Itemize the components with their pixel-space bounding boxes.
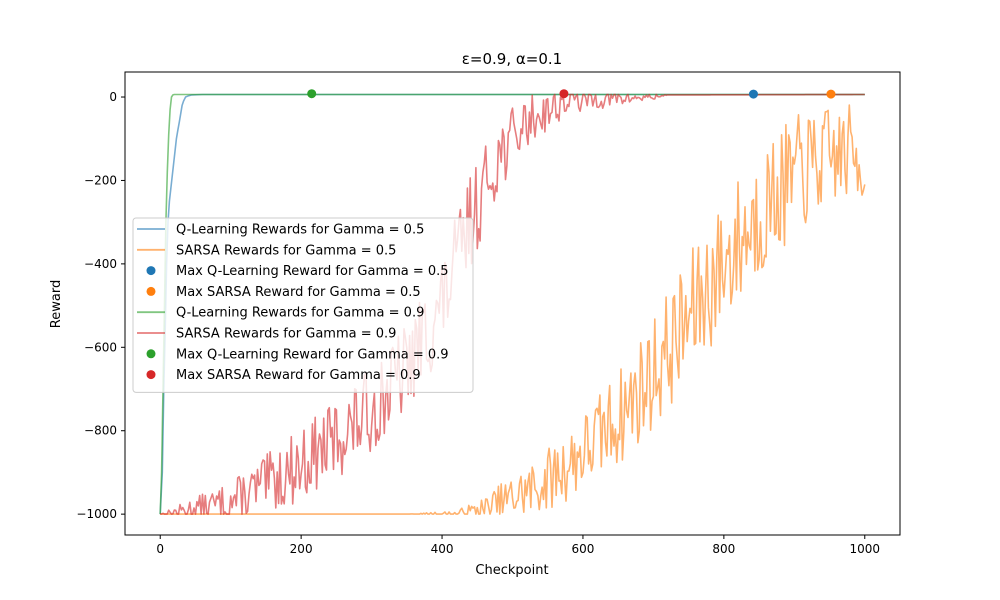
chart-title: ε=0.9, α=0.1 xyxy=(462,50,562,68)
y-tick-label: −400 xyxy=(84,257,117,271)
y-axis: 0 −200 −400 −600 −800 −1000 xyxy=(76,90,125,521)
max-point-6 xyxy=(307,89,317,99)
y-tick-label: −600 xyxy=(84,340,117,354)
legend-entry: Max Q-Learning Reward for Gamma = 0.9 xyxy=(176,347,449,362)
y-tick-label: −200 xyxy=(84,173,117,187)
x-tick-label: 200 xyxy=(290,542,313,556)
legend-entry: Q-Learning Rewards for Gamma = 0.9 xyxy=(176,306,424,321)
series-line-5 xyxy=(160,93,865,515)
legend-marker xyxy=(146,349,156,359)
x-axis: 0 200 400 600 800 1000 xyxy=(156,535,880,556)
legend: Q-Learning Rewards for Gamma = 0.5 SARSA … xyxy=(132,217,474,393)
legend-box xyxy=(132,217,474,393)
legend-marker xyxy=(146,266,156,276)
x-tick-label: 400 xyxy=(431,542,454,556)
y-axis-label: Reward xyxy=(49,280,64,328)
axes-frame xyxy=(124,71,901,536)
x-tick-label: 1000 xyxy=(849,542,880,556)
max-point-7 xyxy=(559,89,569,99)
legend-marker xyxy=(146,286,156,296)
y-tick-label: −800 xyxy=(84,424,117,438)
x-tick-label: 600 xyxy=(572,542,595,556)
x-axis-label: Checkpoint xyxy=(475,563,548,578)
legend-marker xyxy=(146,370,156,380)
legend-entry: Max SARSA Reward for Gamma = 0.9 xyxy=(176,368,421,383)
y-tick-label: 0 xyxy=(109,90,117,104)
y-tick-label: −1000 xyxy=(76,507,117,521)
legend-entry: Max Q-Learning Reward for Gamma = 0.5 xyxy=(176,264,449,279)
max-point-2 xyxy=(748,89,758,99)
legend-entry: SARSA Rewards for Gamma = 0.5 xyxy=(176,243,396,258)
legend-entry: Q-Learning Rewards for Gamma = 0.5 xyxy=(176,223,424,238)
series-line-1 xyxy=(160,104,866,515)
legend-entry: Max SARSA Reward for Gamma = 0.5 xyxy=(176,285,421,300)
max-point-3 xyxy=(826,89,836,99)
x-tick-label: 800 xyxy=(712,542,735,556)
x-tick-label: 0 xyxy=(156,542,164,556)
legend-entry: SARSA Rewards for Gamma = 0.9 xyxy=(176,327,396,342)
